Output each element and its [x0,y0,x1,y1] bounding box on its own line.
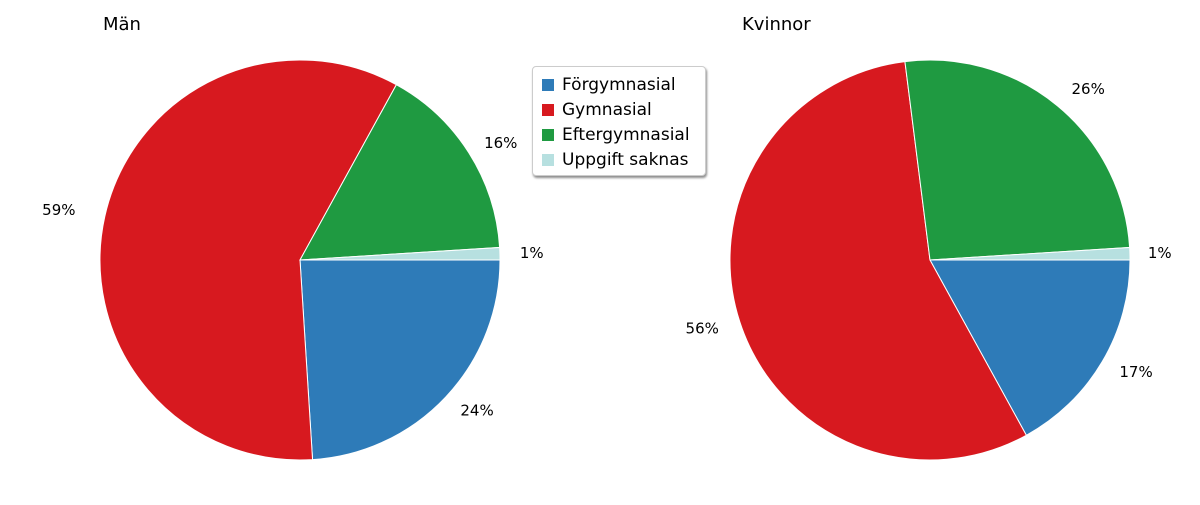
pie-slice-gymnasial[interactable] [729,61,1028,461]
pie-slice-eftergymnasial[interactable] [299,84,501,261]
legend-swatch [542,128,554,141]
legend: Förgymnasial Gymnasial Eftergymnasial Up… [532,66,706,176]
legend-label: Gymnasial [562,99,652,120]
pie-slice-uppgift-saknas[interactable] [299,246,501,261]
legend-label: Förgymnasial [562,74,676,95]
legend-swatch [542,103,554,116]
pie-slice-forgymnasial[interactable] [929,259,1131,436]
pie-slice-gymnasial[interactable] [99,59,398,461]
legend-label: Eftergymnasial [562,124,690,145]
slice-label-uppgift-saknas: 1% [520,244,544,262]
slice-label-forgymnasial: 24% [460,402,493,420]
slice-label-eftergymnasial: 16% [484,134,517,152]
slice-label-gymnasial: 56% [686,320,719,338]
pie-men: 24% 59% 16% 1% [42,59,544,461]
legend-swatch [542,78,554,91]
slice-label-eftergymnasial: 26% [1072,80,1105,98]
legend-item-forgymnasial[interactable]: Förgymnasial [542,72,705,97]
legend-item-uppgift-saknas[interactable]: Uppgift saknas [542,147,705,172]
slice-label-gymnasial: 59% [42,201,75,219]
chart-title-women: Kvinnor [742,14,811,35]
slice-label-forgymnasial: 17% [1119,363,1152,381]
pie-slice-forgymnasial[interactable] [299,259,501,461]
legend-swatch [542,153,554,166]
legend-item-gymnasial[interactable]: Gymnasial [542,97,705,122]
pie-women: 17% 56% 26% 1% [686,59,1172,461]
pie-slice-eftergymnasial[interactable] [904,59,1131,261]
slice-label-uppgift-saknas: 1% [1148,244,1172,262]
legend-label: Uppgift saknas [562,149,689,170]
legend-item-eftergymnasial[interactable]: Eftergymnasial [542,122,705,147]
pie-slice-uppgift-saknas[interactable] [929,246,1131,261]
chart-title-men: Män [103,14,141,35]
